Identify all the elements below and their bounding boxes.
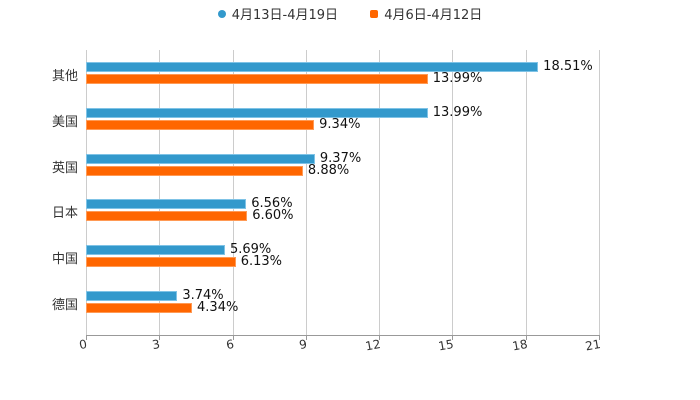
gridline — [159, 50, 161, 335]
value-label: 4.34% — [197, 300, 239, 315]
value-label: 8.88% — [307, 162, 350, 178]
gridline — [379, 50, 381, 335]
bar-series-1[interactable] — [86, 62, 539, 72]
gridline — [232, 50, 234, 335]
gridline — [86, 50, 87, 335]
bar-series-1[interactable] — [86, 107, 428, 118]
chart-legend: 4月13日-4月19日 4月6日-4月12日 — [0, 4, 700, 23]
value-label: 9.34% — [319, 116, 361, 132]
x-tick-label: 21 — [584, 337, 602, 354]
value-label: 18.51% — [543, 59, 593, 74]
value-label: 6.13% — [240, 254, 283, 270]
bar-series-2[interactable] — [86, 119, 315, 130]
axis-tick — [452, 335, 454, 340]
x-tick-label: 18 — [510, 337, 529, 354]
bar-series-1[interactable] — [86, 291, 178, 301]
value-label: 9.37% — [319, 150, 362, 166]
axis-tick — [379, 335, 381, 340]
axis-tick — [305, 335, 307, 340]
axis-tick — [232, 335, 234, 340]
value-label: 6.56% — [251, 196, 293, 212]
category-label: 美国 — [51, 114, 78, 130]
legend-label: 4月6日-4月12日 — [384, 8, 483, 23]
square-marker-icon — [370, 9, 379, 18]
bar-series-2[interactable] — [86, 211, 248, 222]
gridline — [525, 50, 527, 335]
category-label: 德国 — [51, 298, 78, 313]
axis-tick — [525, 335, 527, 340]
bar-series-2[interactable] — [86, 303, 193, 313]
category-label: 中国 — [51, 252, 78, 268]
axis-tick — [159, 335, 161, 340]
axis-tick — [599, 335, 600, 340]
x-axis-line — [86, 335, 599, 336]
category-label: 英国 — [51, 160, 78, 176]
axis-tick — [86, 335, 87, 340]
gridline — [452, 50, 454, 335]
bar-series-1[interactable] — [86, 245, 225, 256]
bar-series-2[interactable] — [86, 165, 303, 176]
value-label: 13.99% — [432, 71, 483, 86]
x-tick-label: 15 — [437, 337, 456, 354]
legend-item-series-2[interactable]: 4月6日-4月12日 — [370, 4, 482, 23]
x-tick-label: 6 — [224, 337, 235, 353]
x-tick-label: 12 — [364, 337, 382, 354]
legend-item-series-1[interactable]: 4月13日-4月19日 — [217, 4, 339, 23]
bar-series-1[interactable] — [86, 199, 247, 210]
bar-series-1[interactable] — [86, 153, 315, 164]
value-label: 3.74% — [182, 288, 224, 303]
gridline — [305, 50, 307, 335]
legend-label: 4月13日-4月19日 — [231, 8, 339, 23]
value-label: 6.60% — [252, 208, 294, 224]
bar-series-2[interactable] — [86, 74, 428, 84]
bar-series-2[interactable] — [86, 257, 236, 268]
category-label: 日本 — [51, 206, 78, 222]
circle-marker-icon — [217, 9, 226, 18]
value-label: 5.69% — [229, 242, 272, 258]
category-label: 其他 — [51, 69, 78, 84]
gridline — [599, 50, 600, 335]
value-label: 13.99% — [432, 104, 483, 120]
